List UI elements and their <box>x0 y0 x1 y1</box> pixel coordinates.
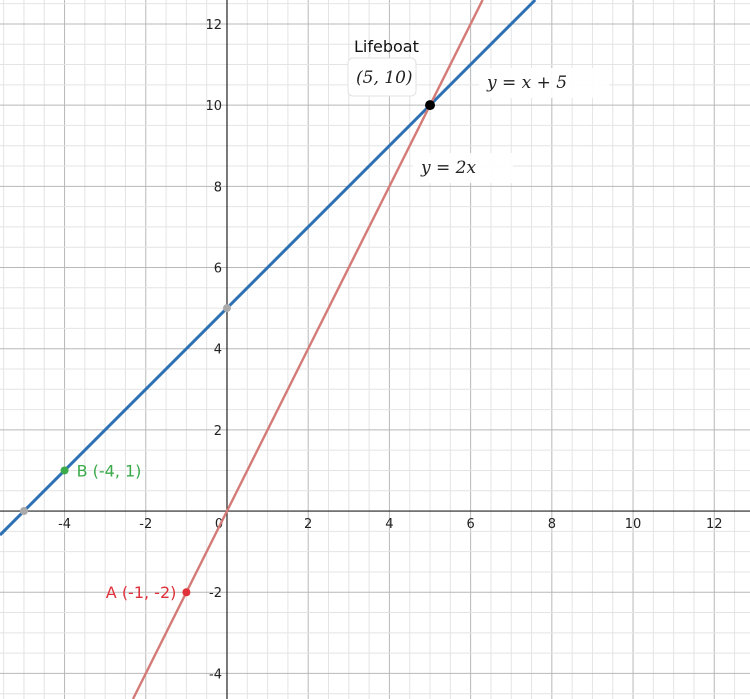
y-tick-label: -2 <box>209 586 222 601</box>
point-0 <box>425 100 436 111</box>
x-tick-label: 6 <box>466 517 474 532</box>
x-tick-label: 12 <box>706 517 723 532</box>
series-line-1 <box>131 0 484 699</box>
series-line-0 <box>0 0 537 537</box>
x-tick-label: -2 <box>139 517 152 532</box>
x-tick-label: 2 <box>304 517 312 532</box>
y-tick-label: 2 <box>214 424 222 439</box>
y-tick-label: 8 <box>214 180 222 195</box>
point-4 <box>19 507 28 516</box>
series-label-1-bg <box>413 153 513 183</box>
y-tick-label: -4 <box>209 667 222 682</box>
x-tick-label: 10 <box>625 517 642 532</box>
coord-tooltip <box>347 57 417 97</box>
y-tick-label: 6 <box>214 262 222 277</box>
point-label-a: A (-1, -2) <box>106 583 177 602</box>
point-2 <box>182 588 191 597</box>
x-tick-label: -4 <box>58 517 71 532</box>
y-tick-label: 4 <box>214 343 222 358</box>
point-label-b: B (-4, 1) <box>77 461 142 480</box>
series-label-0-bg <box>479 68 609 98</box>
y-tick-label: 10 <box>205 99 222 114</box>
x-tick-label: 4 <box>385 517 393 532</box>
coord-tooltip-text: (5, 10) <box>356 68 413 88</box>
series-label-1: y = 2x <box>420 158 476 178</box>
point-label-lifeboat: Lifeboat <box>354 37 419 56</box>
point-3 <box>222 304 231 313</box>
point-1 <box>60 466 69 475</box>
y-tick-label: 12 <box>205 18 222 33</box>
series-label-0: y = x + 5 <box>486 73 567 93</box>
x-tick-label: 8 <box>548 517 556 532</box>
